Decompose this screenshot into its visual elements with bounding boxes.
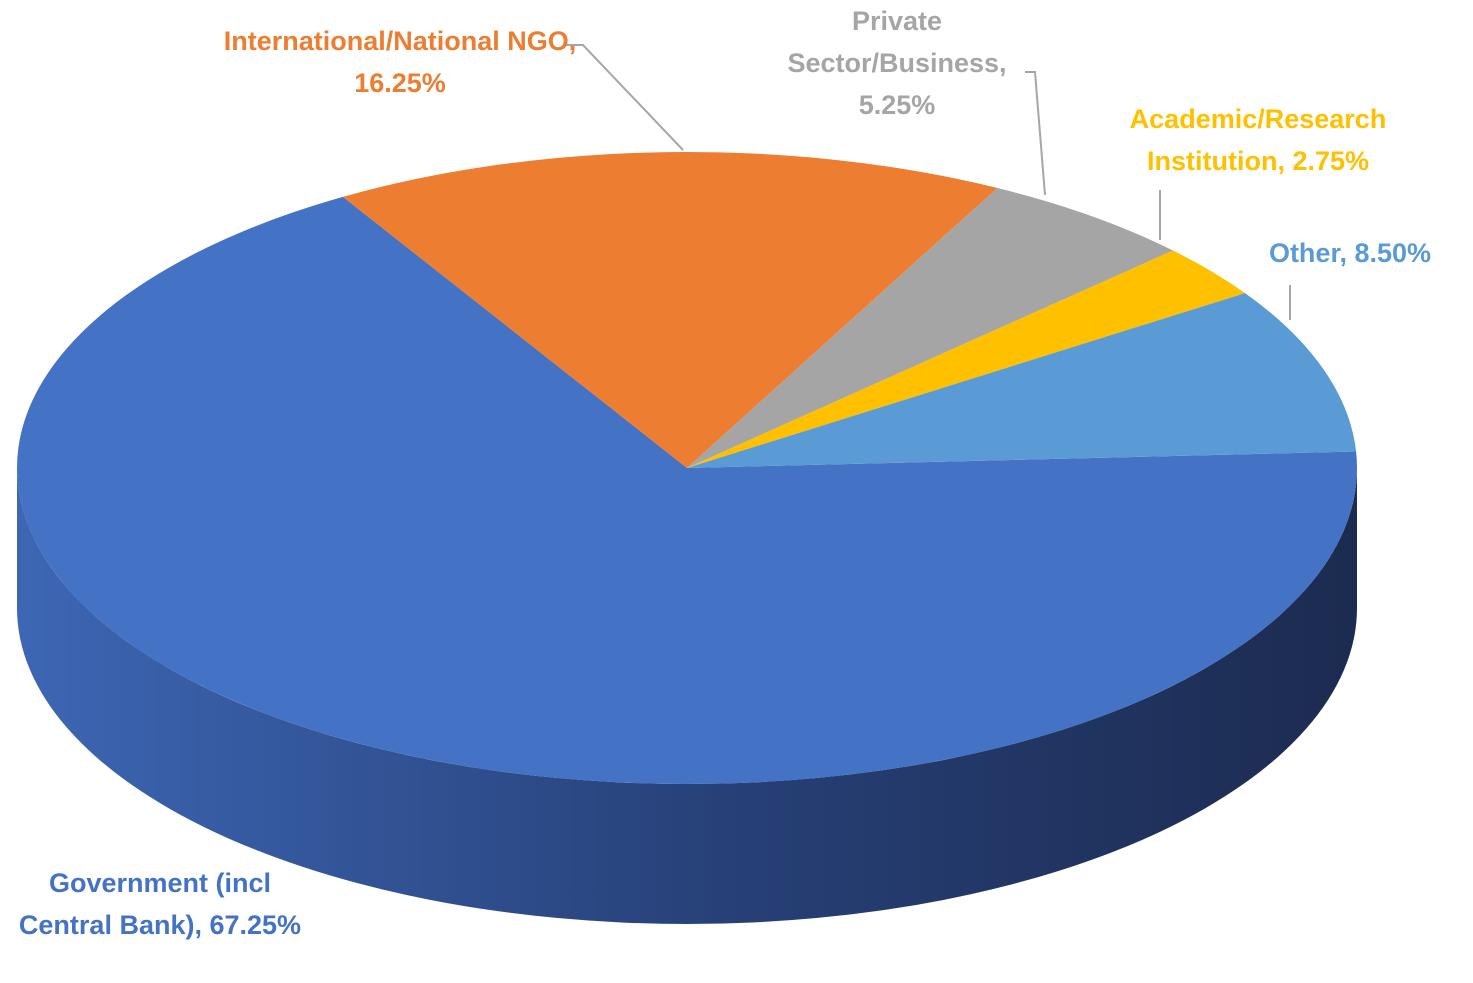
value-label: 16.25% bbox=[354, 68, 446, 98]
pie-slice-side bbox=[17, 468, 1357, 924]
category-name: International/National NGO bbox=[223, 26, 569, 56]
data-label: Other, 8.50% bbox=[1230, 232, 1470, 274]
data-label: Academic/Research Institution, 2.75% bbox=[1098, 98, 1418, 182]
value-label: 67.25% bbox=[209, 910, 302, 940]
leader-lines bbox=[565, 44, 1291, 320]
data-label: Private Sector/Business, 5.25% bbox=[767, 0, 1027, 126]
category-name: Private Sector/Business bbox=[787, 6, 1000, 78]
data-label: International/National NGO, 16.25% bbox=[220, 20, 580, 104]
value-label: 2.75% bbox=[1292, 146, 1370, 176]
pie-sides bbox=[17, 468, 1357, 924]
label-separator: , bbox=[999, 48, 1007, 78]
leader-line bbox=[1025, 71, 1046, 196]
pie-slice bbox=[687, 187, 1174, 469]
pie-slice bbox=[17, 196, 1357, 784]
label-separator: , bbox=[1339, 238, 1355, 268]
pie-slice bbox=[687, 250, 1246, 468]
category-name: Other bbox=[1268, 238, 1340, 268]
category-name: Government (incl Central Bank) bbox=[18, 868, 272, 940]
label-separator: , bbox=[194, 910, 210, 940]
pie-slice bbox=[342, 152, 998, 469]
value-label: 5.25% bbox=[858, 90, 936, 120]
pie-slice bbox=[687, 293, 1357, 468]
value-label: 8.50% bbox=[1354, 238, 1432, 268]
pie-tops bbox=[17, 152, 1357, 784]
category-name: Academic/Research Institution bbox=[1129, 104, 1387, 176]
leader-line bbox=[565, 44, 684, 151]
label-separator: , bbox=[568, 26, 577, 56]
label-separator: , bbox=[1277, 146, 1293, 176]
data-label: Government (incl Central Bank), 67.25% bbox=[15, 862, 305, 946]
